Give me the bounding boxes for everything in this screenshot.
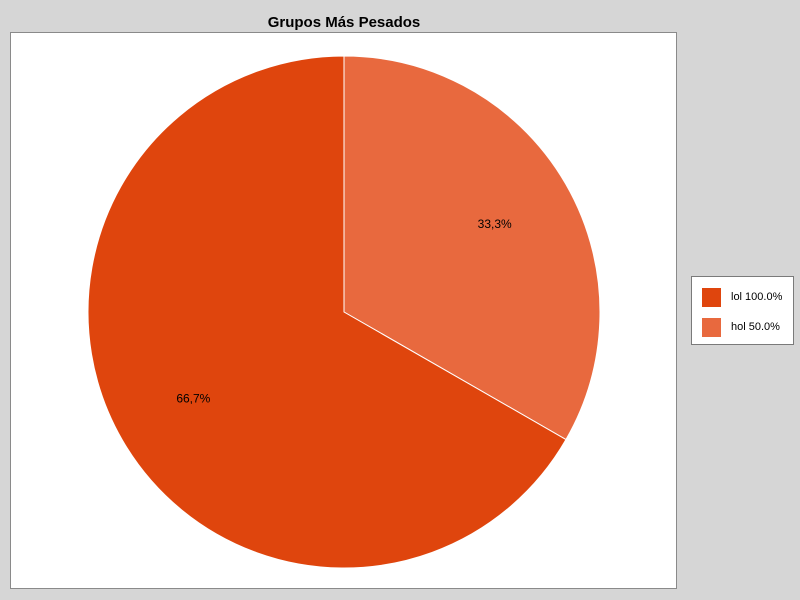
pie-slice-lol	[87, 55, 567, 569]
pie-slice-hol	[343, 55, 601, 441]
slice-label-lol: 66,7%	[176, 391, 210, 405]
legend-item-hol: hol 50.0%	[702, 317, 780, 337]
slice-label-hol: 33,3%	[478, 217, 512, 231]
plot-area: 33,3% 66,7%	[10, 32, 677, 589]
legend-swatch-lol	[702, 287, 721, 307]
legend-item-lol: lol 100.0%	[702, 287, 782, 307]
legend-label-lol: lol 100.0%	[731, 291, 783, 303]
legend-label-hol: hol 50.0%	[731, 321, 780, 333]
pie-chart: 33,3% 66,7%	[87, 55, 601, 569]
legend-swatch-hol	[702, 317, 721, 337]
chart-title: Grupos Más Pesados	[267, 14, 421, 31]
legend: lol 100.0% hol 50.0%	[691, 276, 794, 345]
